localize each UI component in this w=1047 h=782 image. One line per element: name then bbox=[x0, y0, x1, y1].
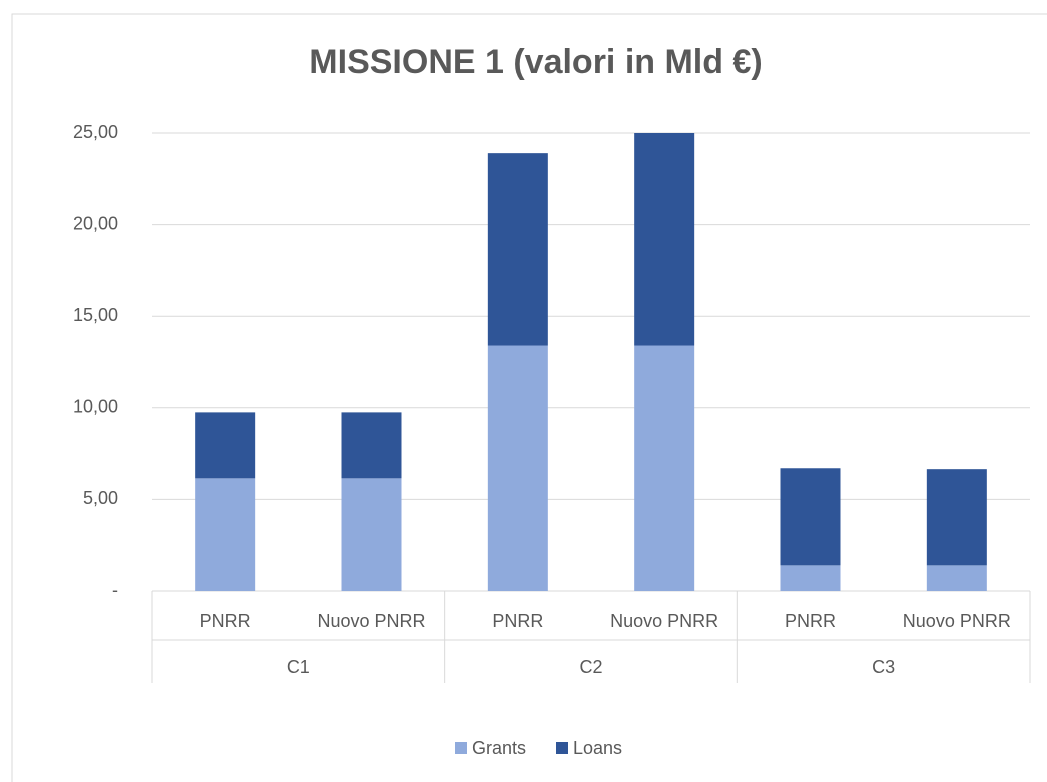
x-tick-label: Nuovo PNRR bbox=[903, 611, 1011, 631]
group-label: C3 bbox=[872, 657, 895, 677]
group-label: C1 bbox=[287, 657, 310, 677]
group-label: C2 bbox=[579, 657, 602, 677]
legend-swatch bbox=[455, 742, 467, 754]
bar-segment bbox=[926, 565, 987, 591]
y-tick-label: 15,00 bbox=[73, 305, 118, 325]
x-tick-label: PNRR bbox=[492, 611, 543, 631]
y-tick-label: 10,00 bbox=[73, 397, 118, 417]
bar-segment bbox=[195, 478, 256, 591]
bar-segment bbox=[780, 565, 841, 591]
y-tick-label: 25,00 bbox=[73, 122, 118, 142]
y-tick-label: 5,00 bbox=[83, 488, 118, 508]
bar-segment bbox=[487, 345, 548, 591]
bar-segment bbox=[195, 412, 256, 479]
bar-segment bbox=[926, 469, 987, 566]
y-tick-label: 20,00 bbox=[73, 213, 118, 233]
bar-segment bbox=[341, 412, 402, 479]
bar-segment bbox=[634, 345, 695, 591]
x-tick-label: PNRR bbox=[785, 611, 836, 631]
bar-segment bbox=[487, 153, 548, 346]
bar-segment bbox=[780, 468, 841, 566]
y-tick-label: - bbox=[112, 580, 118, 600]
legend-label: Loans bbox=[573, 738, 622, 758]
bar-segment bbox=[634, 133, 695, 346]
x-tick-label: Nuovo PNRR bbox=[610, 611, 718, 631]
bar-segment bbox=[341, 478, 402, 591]
legend-swatch bbox=[556, 742, 568, 754]
legend-label: Grants bbox=[472, 738, 526, 758]
x-tick-label: Nuovo PNRR bbox=[317, 611, 425, 631]
x-tick-label: PNRR bbox=[200, 611, 251, 631]
chart-title: MISSIONE 1 (valori in Mld €) bbox=[309, 43, 762, 81]
